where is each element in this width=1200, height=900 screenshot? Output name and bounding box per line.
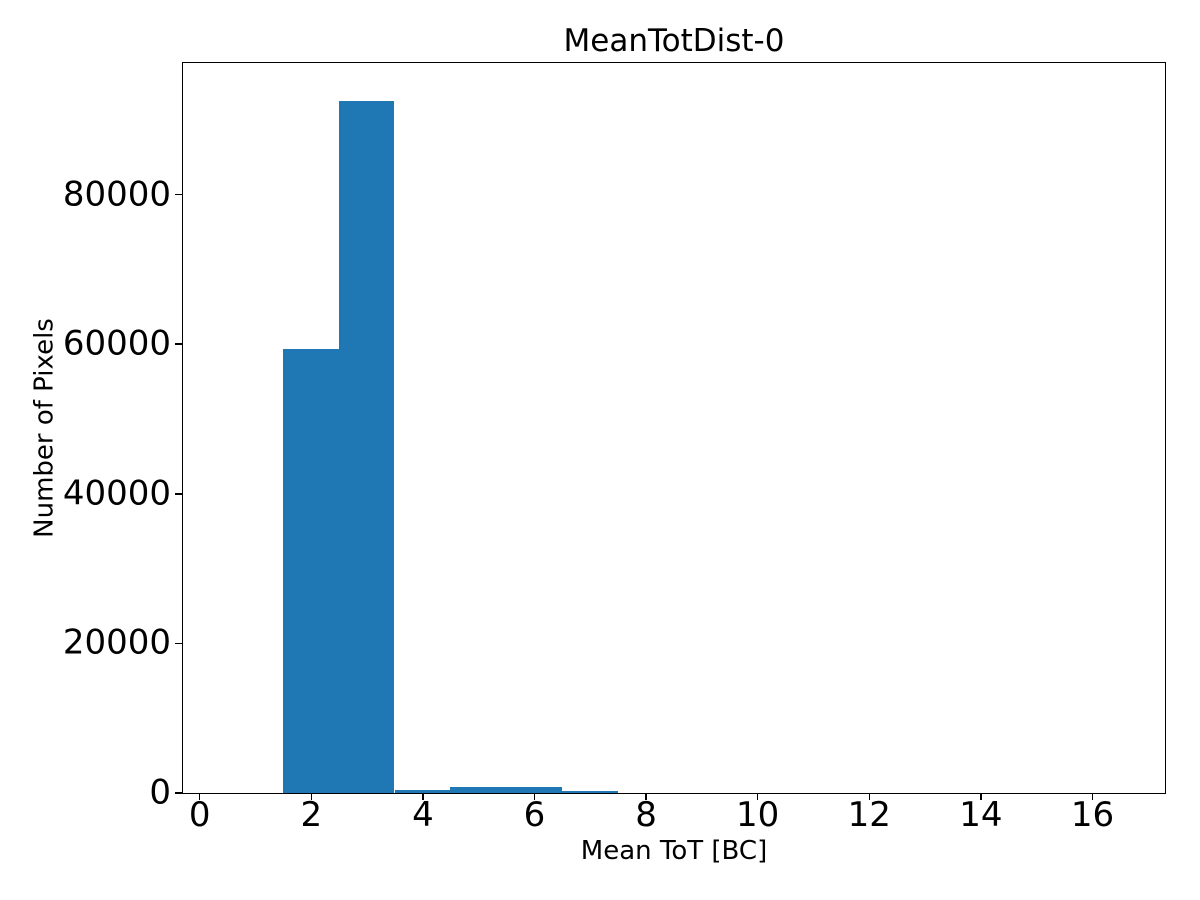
x-tick-label: 10 — [736, 795, 780, 835]
x-tick — [980, 793, 982, 800]
x-axis-label: Mean ToT [BC] — [580, 836, 768, 866]
histogram-bar — [561, 790, 618, 793]
histogram-bar — [338, 101, 395, 793]
x-tick — [310, 793, 313, 800]
y-tick — [175, 493, 182, 495]
histogram-bar — [450, 787, 507, 793]
x-tick — [1091, 793, 1094, 800]
histogram-bar — [282, 349, 339, 793]
y-tick-label: 20000 — [62, 622, 171, 663]
x-tick-label: 4 — [412, 795, 434, 835]
y-tick-label: 40000 — [62, 473, 171, 514]
histogram-bar — [394, 790, 451, 793]
y-tick-label: 60000 — [62, 323, 171, 364]
x-tick-label: 0 — [188, 795, 211, 835]
histogram-bar — [506, 787, 562, 793]
x-tick — [645, 793, 647, 800]
y-tick — [175, 642, 182, 645]
x-tick-label: 6 — [523, 795, 546, 835]
histogram-bars — [183, 63, 1165, 793]
y-tick-label: 0 — [149, 772, 171, 813]
x-tick-label: 8 — [635, 795, 657, 835]
x-tick-label: 2 — [300, 795, 323, 835]
x-tick — [422, 793, 424, 800]
x-tick-label: 16 — [1070, 795, 1115, 835]
x-tick — [533, 793, 536, 800]
x-tick — [198, 793, 201, 800]
y-tick-label: 80000 — [62, 174, 171, 215]
y-tick — [175, 792, 182, 794]
chart-title: MeanTotDist-0 — [563, 23, 785, 59]
x-tick-label: 14 — [959, 795, 1003, 835]
x-tick — [756, 793, 759, 800]
plot-area — [181, 61, 1166, 794]
y-tick — [175, 343, 182, 345]
x-tick-label: 12 — [847, 795, 891, 835]
y-tick — [175, 193, 182, 196]
x-tick — [868, 793, 871, 800]
